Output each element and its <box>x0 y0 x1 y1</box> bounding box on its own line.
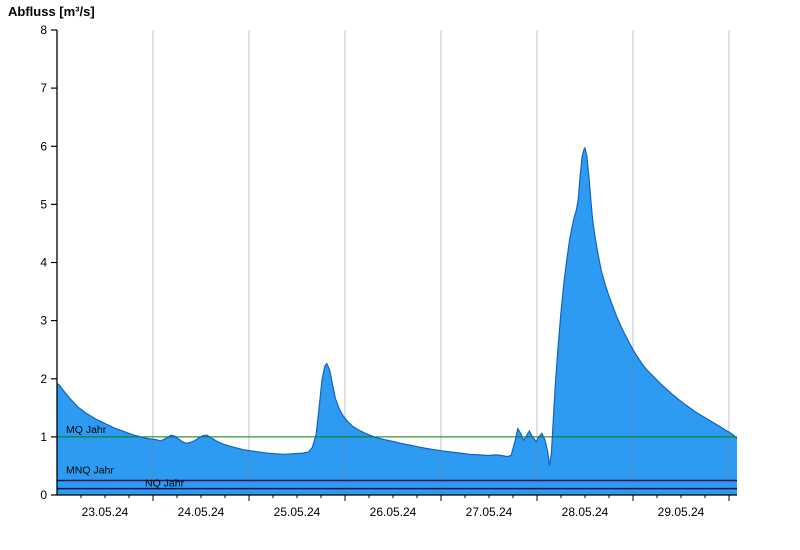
discharge-line <box>56 146 738 466</box>
reference-label-mq: MQ Jahr <box>66 424 107 436</box>
x-tick-label: 25.05.24 <box>274 505 321 519</box>
y-tick-label: 3 <box>40 314 47 328</box>
x-tick-label: 27.05.24 <box>466 505 513 519</box>
y-tick-label: 8 <box>40 23 47 37</box>
discharge-area <box>57 148 737 495</box>
y-tick-label: 1 <box>40 430 47 444</box>
reference-label-nq: NQ Jahr <box>145 478 185 490</box>
y-tick-label: 2 <box>40 372 47 386</box>
y-tick-label: 4 <box>40 256 47 270</box>
x-tick-label: 23.05.24 <box>82 505 129 519</box>
x-tick-label: 26.05.24 <box>370 505 417 519</box>
y-tick-label: 5 <box>40 197 47 211</box>
x-tick-label: 29.05.24 <box>658 505 705 519</box>
x-tick-label: 24.05.24 <box>178 505 225 519</box>
chart-title: Abfluss [m³/s] <box>8 4 95 19</box>
x-tick-label: 28.05.24 <box>562 505 609 519</box>
y-tick-label: 6 <box>40 139 47 153</box>
reference-label-mnq: MNQ Jahr <box>66 465 114 477</box>
y-tick-label: 0 <box>40 488 47 502</box>
y-tick-label: 7 <box>40 81 47 95</box>
